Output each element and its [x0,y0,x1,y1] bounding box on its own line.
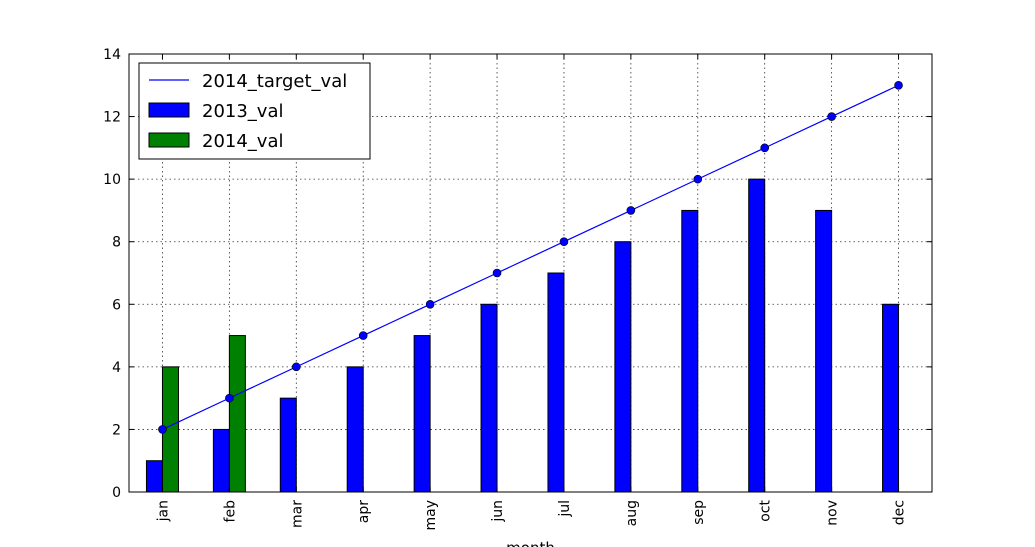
target-point-aug [626,206,636,215]
legend-label-2014: 2014_val [202,131,284,152]
target-point-jul [559,237,569,247]
x-axis-label: month [506,539,555,547]
target-line-series [158,80,903,434]
y-tick-label: 14 [103,47,121,63]
legend: 2014_target_val 2013_val 2014_val [138,62,371,160]
bar-2013_val-sep [681,209,699,493]
plot-frame [128,53,933,493]
x-tick-label: feb [222,500,238,523]
x-tick-label: mar [289,500,305,528]
target-point-may [425,299,435,309]
y-tick-label: 12 [103,110,121,126]
bar-2013_val-aug [614,241,632,493]
legend-swatch-2014 [148,132,190,148]
legend-swatch-2013 [148,102,190,118]
legend-label-2013: 2013_val [202,101,284,122]
legend-label-target: 2014_target_val [202,71,347,92]
y-tick-label: 0 [112,485,121,501]
bar-2013_val-may [413,335,431,493]
bar-2013_val-feb [212,428,230,493]
y-tick-label: 8 [112,235,121,251]
target-point-nov [827,112,836,121]
bar-2013_val-nov [815,209,833,493]
bar-2013_val-mar [279,397,297,493]
bar-2013_val-jul [547,272,565,493]
x-tick-label: may [423,500,439,531]
target-point-jun [492,268,502,278]
bar-2013_val-dec [882,303,900,493]
y-tick-label: 6 [112,297,121,313]
x-tick-label: jul [557,500,573,518]
x-tick-label: aug [624,500,640,526]
target-point-mar [291,362,301,372]
x-tick-label: oct [758,500,774,522]
target-point-sep [693,174,703,184]
x-tick-label: dec [892,500,908,525]
axis-ticks: 0 2 4 6 8 10 12 14 jan feb mar apr may jun jul aug sep oc… [103,47,932,531]
y-tick-label: 4 [112,360,121,376]
bar-2013_val-jun [480,303,498,493]
target-line [162,84,899,430]
target-point-dec [894,80,903,90]
target-point-oct [760,143,770,153]
x-tick-label: apr [356,500,372,523]
bars [145,178,900,493]
y-tick-label: 10 [103,172,121,188]
target-point-feb [225,393,234,403]
bar-2013_val-oct [748,178,766,493]
x-tick-label: sep [691,500,707,525]
target-point-apr [358,331,368,340]
target-point-jan [158,425,167,434]
bar-2013_val-apr [346,366,364,493]
bar-2013_val-jan [145,460,163,493]
bar-2014_val-feb [228,335,246,493]
x-tick-label: jan [155,500,171,522]
x-tick-label: jun [490,500,506,523]
y-tick-label: 2 [112,422,121,438]
x-tick-label: nov [825,500,841,526]
